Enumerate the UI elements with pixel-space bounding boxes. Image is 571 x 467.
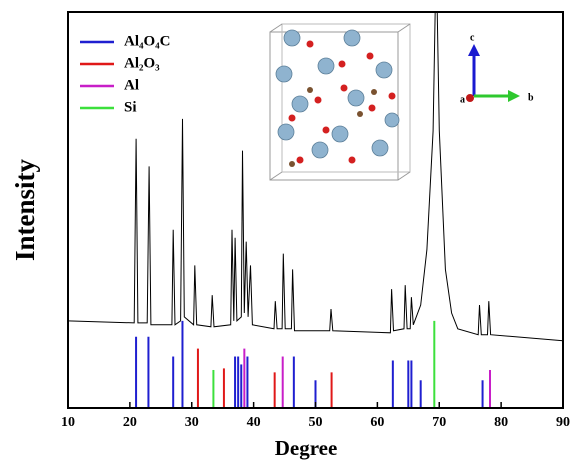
x-tick-label: 30 [185, 415, 199, 430]
x-tick-label: 70 [432, 415, 446, 430]
inset-axis-label: b [528, 92, 534, 103]
orientation-triad [466, 44, 520, 102]
crystal-inset [269, 23, 411, 181]
inset-axis-label: a [460, 94, 465, 105]
x-tick-label: 40 [247, 415, 261, 430]
legend-label: Al [124, 77, 139, 93]
legend-label: Al₄O₄C [124, 33, 171, 49]
legend-label: Si [124, 99, 137, 115]
x-tick-label: 20 [123, 415, 137, 430]
legend-label: Al₂O₃ [124, 55, 160, 71]
x-axis-label: Degree [275, 436, 338, 460]
x-tick-label: 60 [370, 415, 384, 430]
x-tick-label: 50 [309, 415, 323, 430]
plot-area [68, 12, 563, 408]
x-tick-label: 80 [494, 415, 508, 430]
x-tick-label: 90 [556, 415, 570, 430]
inset-axis-label: c [470, 32, 475, 43]
x-tick-label: 10 [61, 415, 75, 430]
xrd-pattern [68, 12, 563, 342]
y-axis-label: Intensity [10, 158, 40, 261]
